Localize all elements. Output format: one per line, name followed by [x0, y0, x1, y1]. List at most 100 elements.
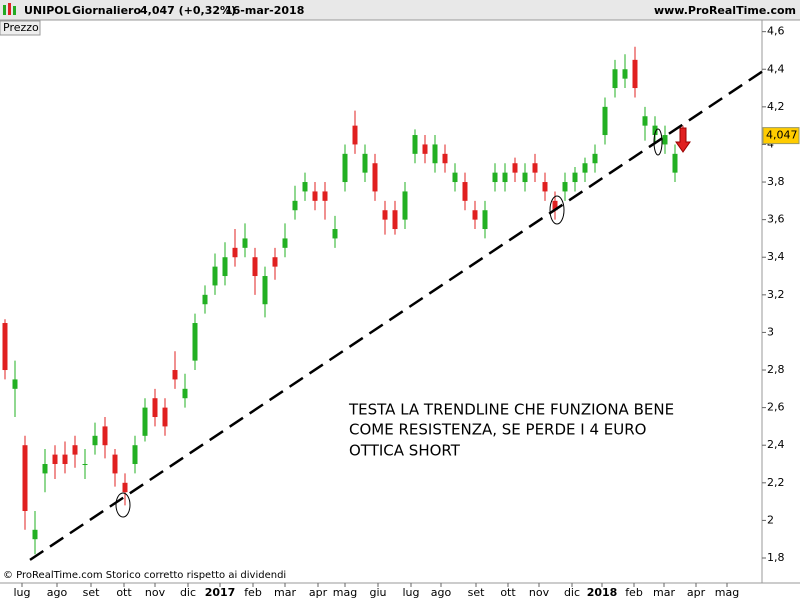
candle-body — [82, 464, 88, 466]
x-tick-label: ago — [47, 586, 68, 599]
candle-body — [162, 407, 168, 427]
symbol: UNIPOL — [24, 4, 71, 17]
x-tick-label: mag — [333, 586, 357, 599]
candle-body — [452, 172, 458, 183]
candle-body — [302, 182, 308, 192]
candle-body — [192, 323, 198, 361]
header-bar — [0, 0, 800, 20]
candle-body — [282, 238, 288, 248]
panel-label: Prezzo — [3, 21, 39, 34]
footer: © ProRealTime.com Storico corretto rispe… — [3, 570, 286, 581]
candle-body — [212, 266, 218, 286]
candle-body — [522, 172, 528, 183]
x-tick-label: nov — [529, 586, 550, 599]
candle-body — [172, 370, 178, 380]
candle-body — [592, 153, 598, 164]
candle-body — [392, 210, 398, 230]
x-tick-label: mar — [274, 586, 296, 599]
x-tick-label: nov — [145, 586, 166, 599]
highlight-circle — [115, 492, 131, 518]
x-tick-label: feb — [244, 586, 262, 599]
candle-body — [632, 59, 638, 89]
candle-body — [512, 163, 518, 173]
candle-body — [202, 294, 208, 305]
x-tick-label: lug — [402, 586, 419, 599]
candle-body — [182, 388, 188, 399]
annotation-line: COME RESISTENZA, SE PERDE I 4 EURO — [349, 421, 646, 439]
candle-body — [372, 163, 378, 192]
candle-body — [232, 247, 238, 258]
candle-body — [432, 144, 438, 164]
x-tick-label: feb — [625, 586, 643, 599]
candle-body — [42, 464, 48, 474]
y-tick-label: 1,8 — [767, 551, 785, 564]
y-tick-label: 2 — [767, 513, 774, 526]
candle-body — [602, 106, 608, 136]
candle-body — [382, 210, 388, 220]
candle-body — [652, 125, 658, 136]
candle-body — [292, 200, 298, 211]
x-tick-label: mar — [653, 586, 675, 599]
x-tick-label: apr — [687, 586, 706, 599]
down-arrow — [675, 127, 691, 153]
candle-body — [412, 135, 418, 154]
candle-body — [662, 135, 668, 145]
candle-body — [352, 125, 358, 145]
x-tick-label: set — [468, 586, 485, 599]
y-tick-label: 4,6 — [767, 25, 785, 38]
candle-body — [622, 69, 628, 79]
candle-body — [472, 210, 478, 220]
y-tick-label: 3 — [767, 325, 774, 338]
candle-body — [262, 276, 268, 305]
candle-body — [312, 191, 318, 201]
candle-body — [22, 445, 28, 512]
candle-body — [422, 144, 428, 154]
trendline — [29, 70, 763, 561]
candle-body — [72, 445, 78, 455]
candle-body — [642, 116, 648, 126]
candle-body — [402, 191, 408, 220]
logo-icon — [3, 3, 16, 15]
x-tick-label: dic — [180, 586, 196, 599]
candle-body — [32, 529, 38, 540]
candle-body — [492, 172, 498, 183]
y-tick-label: 2,4 — [767, 438, 785, 451]
annotation-line: TESTA LA TRENDLINE CHE FUNZIONA BENE — [348, 401, 674, 419]
candle-body — [442, 153, 448, 164]
candle-body — [362, 153, 368, 173]
highlight-circle — [653, 128, 663, 156]
candle-body — [542, 182, 548, 192]
candle-body — [572, 172, 578, 183]
y-tick-label: 2,6 — [767, 401, 785, 414]
x-tick-label: mag — [715, 586, 739, 599]
candle-body — [332, 229, 338, 239]
candle-body — [222, 257, 228, 277]
x-tick-label: 2017 — [205, 586, 236, 599]
candle-body — [252, 257, 258, 277]
candle-body — [342, 153, 348, 183]
candle-body — [92, 435, 98, 446]
panel-label-box — [0, 20, 41, 36]
candle-body — [502, 172, 508, 183]
x-tick-label: ott — [500, 586, 516, 599]
x-tick-label: dic — [564, 586, 580, 599]
y-tick-label: 3,8 — [767, 175, 785, 188]
x-tick-label: 2018 — [587, 586, 618, 599]
y-tick-label: 4,4 — [767, 62, 785, 75]
candle-body — [12, 379, 18, 389]
candle-body — [582, 163, 588, 173]
x-tick-label: ago — [431, 586, 452, 599]
y-tick-label: 4,2 — [767, 100, 785, 113]
y-tick-label: 3,6 — [767, 213, 785, 226]
candle-body — [152, 398, 158, 418]
last-price-label: 4,047 — [766, 129, 798, 142]
candle-body — [52, 454, 58, 465]
candle-body — [122, 482, 128, 493]
candle-body — [272, 257, 278, 267]
y-tick-label: 3,4 — [767, 250, 785, 263]
period: Giornaliero — [72, 4, 141, 17]
date: 16-mar-2018 — [225, 4, 304, 17]
x-tick-label: apr — [309, 586, 328, 599]
candle-body — [2, 323, 8, 371]
candle-body — [242, 238, 248, 248]
